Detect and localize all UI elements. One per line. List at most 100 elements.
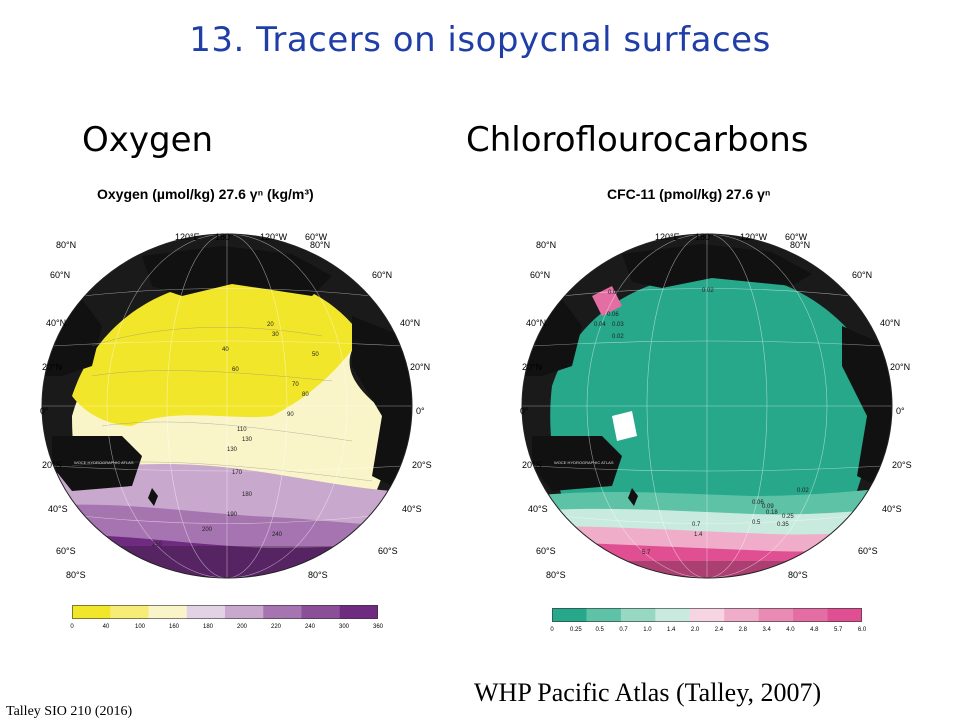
oxygen-contour-label: 60: [232, 367, 239, 373]
oxygen-lon-label: 120°W: [260, 232, 288, 242]
cfc-contour-label: 1.4: [694, 532, 703, 538]
oxygen-colorbar-tick: 180: [202, 624, 214, 630]
cfc-colorbar-tick: 0: [550, 627, 554, 633]
cfc-colorbar-swatch: [827, 608, 862, 622]
oxygen-lat-label-right: 40°N: [400, 318, 420, 328]
oxygen-contour-label: 180: [242, 492, 253, 498]
oxygen-contour-label: 110: [237, 427, 247, 433]
cfc-lat-label-left: 80°S: [546, 570, 566, 580]
cfc-colorbar-swatch: [758, 608, 794, 622]
cfc-contour-label: 0.5: [752, 520, 761, 526]
cfc-contour-label: 0.7: [692, 522, 701, 528]
cfc-lat-label-left: 80°N: [536, 240, 556, 250]
oxygen-colorbar-swatch: [339, 605, 378, 619]
cfc-lon-label: 60°W: [785, 232, 808, 242]
oxygen-contour-label: 50: [312, 352, 319, 358]
cfc-globe-map: WOCE HYDROGRAPHIC ATLAS 0.090.060.030.02…: [520, 232, 912, 580]
oxygen-contour-label: 190: [227, 512, 238, 518]
cfc-lon-label: 120°W: [740, 232, 768, 242]
oxygen-lat-label-right: 20°N: [410, 362, 430, 372]
oxygen-lat-label-left: 40°N: [46, 318, 66, 328]
cfc-lon-label: 180°: [695, 232, 714, 242]
cfc-contour-label: 0.03: [612, 322, 624, 328]
cfc-contour-label: 0.06: [607, 312, 619, 318]
cfc-contour-label: 0.04: [594, 322, 606, 328]
oxygen-contour-label: 250: [152, 542, 163, 548]
cfc-atlas-label: WOCE HYDROGRAPHIC ATLAS: [554, 460, 614, 465]
cfc-colorbar: [552, 608, 862, 622]
oxygen-colorbar-tick: 220: [270, 624, 282, 630]
cfc-contour-label: 0.06: [752, 500, 764, 506]
oxygen-colorbar-tick: 0: [70, 624, 74, 630]
cfc-contour-label: 0.09: [608, 290, 620, 296]
cfc-lat-label-right: 60°N: [852, 270, 872, 280]
cfc-colorbar-tick: 2.4: [714, 627, 724, 633]
cfc-colorbar-tick: 0.25: [570, 627, 582, 633]
oxygen-contour-label: 90: [287, 412, 294, 418]
cfc-lat-label-left: 20°N: [522, 362, 542, 372]
cfc-colorbar-tick: 3.4: [762, 627, 771, 633]
oxygen-colorbar-tick: 360: [372, 624, 384, 630]
cfc-lat-label-right: 60°S: [858, 546, 878, 556]
oxygen-lat-label-right: 80°S: [308, 570, 328, 580]
cfc-contour-label: 5.7: [642, 550, 651, 556]
oxygen-colorbar: [72, 605, 378, 619]
oxygen-colorbar-swatch: [186, 605, 226, 619]
oxygen-lat-label-left: 20°N: [42, 362, 62, 372]
cfc-lat-label-left: 0°: [520, 406, 529, 416]
oxygen-colorbar-swatch: [72, 605, 111, 619]
oxygen-lat-label-left: 20°S: [42, 460, 62, 470]
oxygen-contour-label: 130: [242, 437, 253, 443]
cfc-lat-label-left: 40°S: [528, 504, 548, 514]
oxygen-colorbar-tick: 300: [338, 624, 350, 630]
cfc-colorbar-tick: 0.5: [595, 627, 604, 633]
oxygen-lat-label-right: 0°: [416, 406, 425, 416]
oxygen-lat-label-left: 60°N: [50, 270, 70, 280]
oxygen-colorbar-swatch: [225, 605, 264, 619]
cfc-map-title: CFC-11 (pmol/kg) 27.6 γⁿ: [607, 186, 771, 202]
oxygen-lat-label-left: 60°S: [56, 546, 76, 556]
oxygen-contour-label: 30: [272, 332, 279, 338]
oxygen-lat-label-right: 20°S: [412, 460, 432, 470]
oxygen-contour-label: 200: [202, 527, 213, 533]
oxygen-lon-label: 120°E: [175, 232, 200, 242]
cfc-colorbar-ticks: 0 0.25 0.5 0.7 1.0 1.4 2.0 2.4 2.8 3.4 4.0 4.8 5.7 6.…: [550, 627, 866, 637]
oxygen-lat-label-left: 80°N: [56, 240, 76, 250]
footer-credit: Talley SIO 210 (2016): [6, 704, 133, 719]
oxygen-lat-label-left: 0°: [40, 406, 49, 416]
cfc-colorbar-swatch: [620, 608, 656, 622]
cfc-colorbar-tick: 2.8: [738, 627, 747, 633]
cfc-colorbar-tick: 2.0: [690, 627, 700, 633]
oxygen-colorbar-tick: 200: [236, 624, 248, 630]
oxygen-lat-label-right: 60°S: [378, 546, 398, 556]
oxygen-colorbar-swatch: [110, 605, 149, 619]
oxygen-colorbar-swatch: [148, 605, 188, 619]
cfc-lon-label: 120°E: [655, 232, 680, 242]
cfc-lat-label-right: 40°N: [880, 318, 900, 328]
cfc-lat-label-right: 80°S: [788, 570, 808, 580]
oxygen-contour-label: 240: [272, 532, 283, 538]
cfc-lat-label-right: 20°N: [890, 362, 910, 372]
oxygen-contour-label: 170: [232, 470, 243, 476]
oxygen-map-title: Oxygen (µmol/kg) 27.6 γⁿ (kg/m³): [97, 186, 314, 202]
cfc-heading: Chloroflourocarbons: [466, 120, 809, 160]
cfc-contour-label: 0.35: [777, 522, 789, 528]
oxygen-lat-label-right: 80°N: [310, 240, 330, 250]
cfc-colorbar-tick: 0.7: [619, 627, 628, 633]
oxygen-contour-label: 20: [267, 322, 274, 328]
cfc-colorbar-swatch: [689, 608, 725, 622]
slide-title: 13. Tracers on isopycnal surfaces: [189, 20, 771, 60]
oxygen-contour-label: 130: [227, 447, 238, 453]
oxygen-heading: Oxygen: [82, 120, 214, 160]
cfc-lat-label-left: 60°S: [536, 546, 556, 556]
oxygen-colorbar-tick: 40: [102, 624, 110, 630]
oxygen-lat-label-right: 40°S: [402, 504, 422, 514]
cfc-colorbar-swatch: [724, 608, 760, 622]
oxygen-lon-label: 180°: [215, 232, 234, 242]
cfc-lat-label-right: 20°S: [892, 460, 912, 470]
cfc-colorbar-tick: 4.0: [786, 627, 795, 633]
cfc-colorbar-tick: 5.7: [833, 627, 843, 633]
cfc-lat-label-left: 60°N: [530, 270, 550, 280]
cfc-colorbar-swatch: [552, 608, 587, 622]
oxygen-lat-label-left: 40°S: [48, 504, 68, 514]
